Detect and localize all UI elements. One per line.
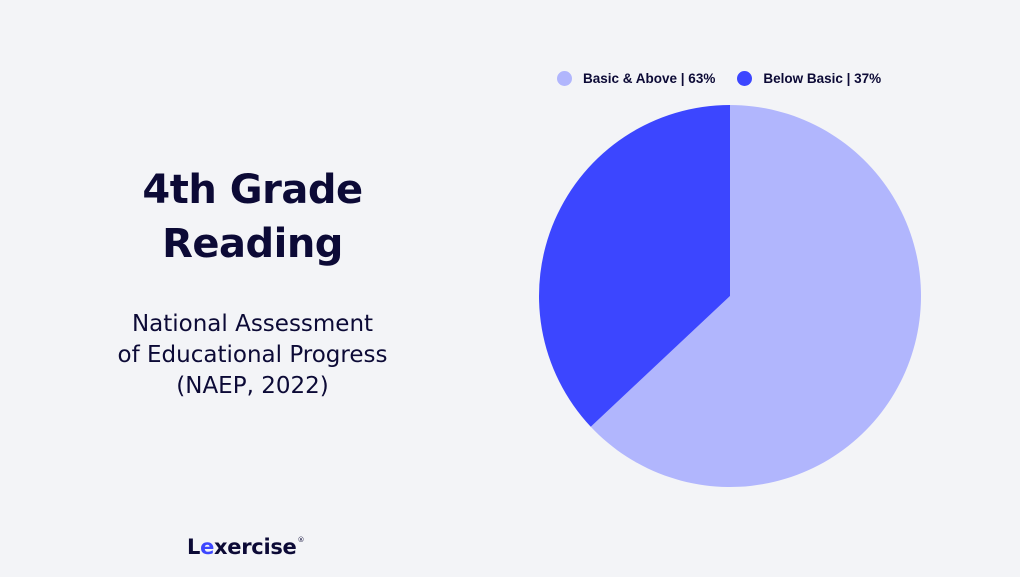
- legend-label-below-basic: Below Basic | 37%: [763, 71, 882, 86]
- pie-slice-below-basic: [539, 105, 730, 427]
- chart-title: 4th Grade Reading: [60, 163, 445, 271]
- legend-item-basic-above: Basic & Above | 63%: [557, 71, 715, 86]
- chart-title-line-1: 4th Grade: [142, 167, 363, 213]
- logo-text-prefix: L: [187, 535, 201, 559]
- chart-subtitle-line-3: (NAEP, 2022): [176, 373, 329, 399]
- chart-legend: Basic & Above | 63% Below Basic | 37%: [557, 71, 903, 86]
- chart-subtitle-line-1: National Assessment: [131, 311, 374, 337]
- legend-label-basic-above: Basic & Above | 63%: [583, 71, 716, 86]
- legend-swatch-basic-above: [557, 71, 572, 86]
- legend-swatch-below-basic: [737, 71, 753, 86]
- chart-title-line-2: Reading: [162, 221, 343, 267]
- logo-text-accent: e: [200, 535, 215, 559]
- logo-text-suffix: xercise: [214, 535, 297, 559]
- legend-item-below-basic: Below Basic | 37%: [737, 71, 881, 86]
- pie-slice-basic-above: [590, 105, 922, 487]
- chart-subtitle: National Assessment of Educational Progr…: [60, 309, 445, 402]
- chart-subtitle-line-2: of Educational Progress: [117, 342, 388, 368]
- registered-mark: ®: [297, 536, 305, 544]
